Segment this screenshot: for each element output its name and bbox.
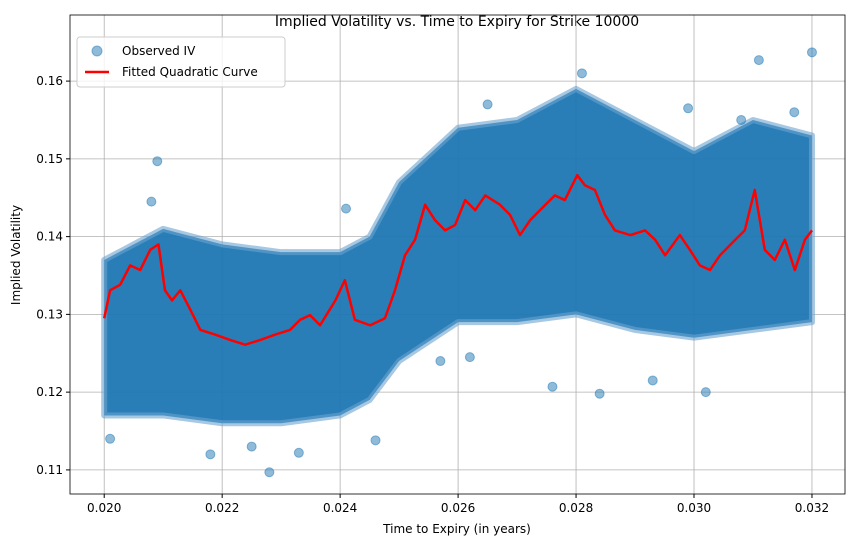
observed-iv-point [341, 203, 352, 214]
observed-iv-point [736, 114, 747, 125]
observed-iv-point [146, 196, 157, 207]
observed-iv-cloud [101, 85, 815, 427]
observed-iv-point [246, 441, 257, 452]
y-tick-label: 0.15 [36, 152, 63, 166]
x-tick-label: 0.024 [323, 501, 357, 515]
observed-iv-point [293, 447, 304, 458]
y-tick-label: 0.16 [36, 74, 63, 88]
plot-marks [101, 47, 817, 478]
ticks: 0.020 0.022 0.024 0.026 0.028 0.030 0.032 0.11 0… [36, 74, 829, 515]
observed-iv-point [594, 388, 605, 399]
observed-iv-point [789, 107, 800, 118]
x-tick-label: 0.022 [205, 501, 239, 515]
observed-iv-point [700, 387, 711, 398]
observed-iv-point [152, 156, 163, 167]
x-tick-label: 0.030 [677, 501, 711, 515]
legend-label-observed: Observed IV [122, 44, 196, 58]
legend: Observed IV Fitted Quadratic Curve [76, 36, 286, 88]
x-tick-label: 0.020 [87, 501, 121, 515]
observed-iv-point [435, 356, 446, 367]
axes-frame [69, 14, 846, 495]
x-tick-label: 0.026 [441, 501, 475, 515]
legend-label-fitted: Fitted Quadratic Curve [122, 65, 258, 79]
y-tick-label: 0.13 [36, 307, 63, 321]
fitted-quadratic-curve [102, 173, 813, 346]
observed-iv-point [464, 352, 475, 363]
observed-iv-point [647, 375, 658, 386]
y-tick-label: 0.14 [36, 230, 63, 244]
x-axis-label: Time to Expiry (in years) [382, 522, 531, 536]
observed-iv-point [753, 55, 764, 66]
observed-iv-point [482, 99, 493, 110]
y-axis-label: Implied Volatility [9, 205, 23, 305]
chart-title: Implied Volatility vs. Time to Expiry fo… [275, 14, 639, 30]
observed-iv-point [105, 433, 116, 444]
observed-iv-point [683, 103, 694, 114]
y-tick-label: 0.11 [36, 463, 63, 477]
observed-iv-point [806, 47, 817, 58]
observed-iv-point [576, 68, 587, 79]
x-tick-label: 0.028 [559, 501, 593, 515]
legend-marker-observed [91, 45, 103, 57]
legend-box [76, 36, 286, 88]
observed-iv-point [264, 467, 275, 478]
observed-iv-point [205, 449, 216, 460]
y-tick-label: 0.12 [36, 385, 63, 399]
x-tick-label: 0.032 [795, 501, 829, 515]
observed-iv-point [370, 435, 381, 446]
observed-iv-point [547, 381, 558, 392]
